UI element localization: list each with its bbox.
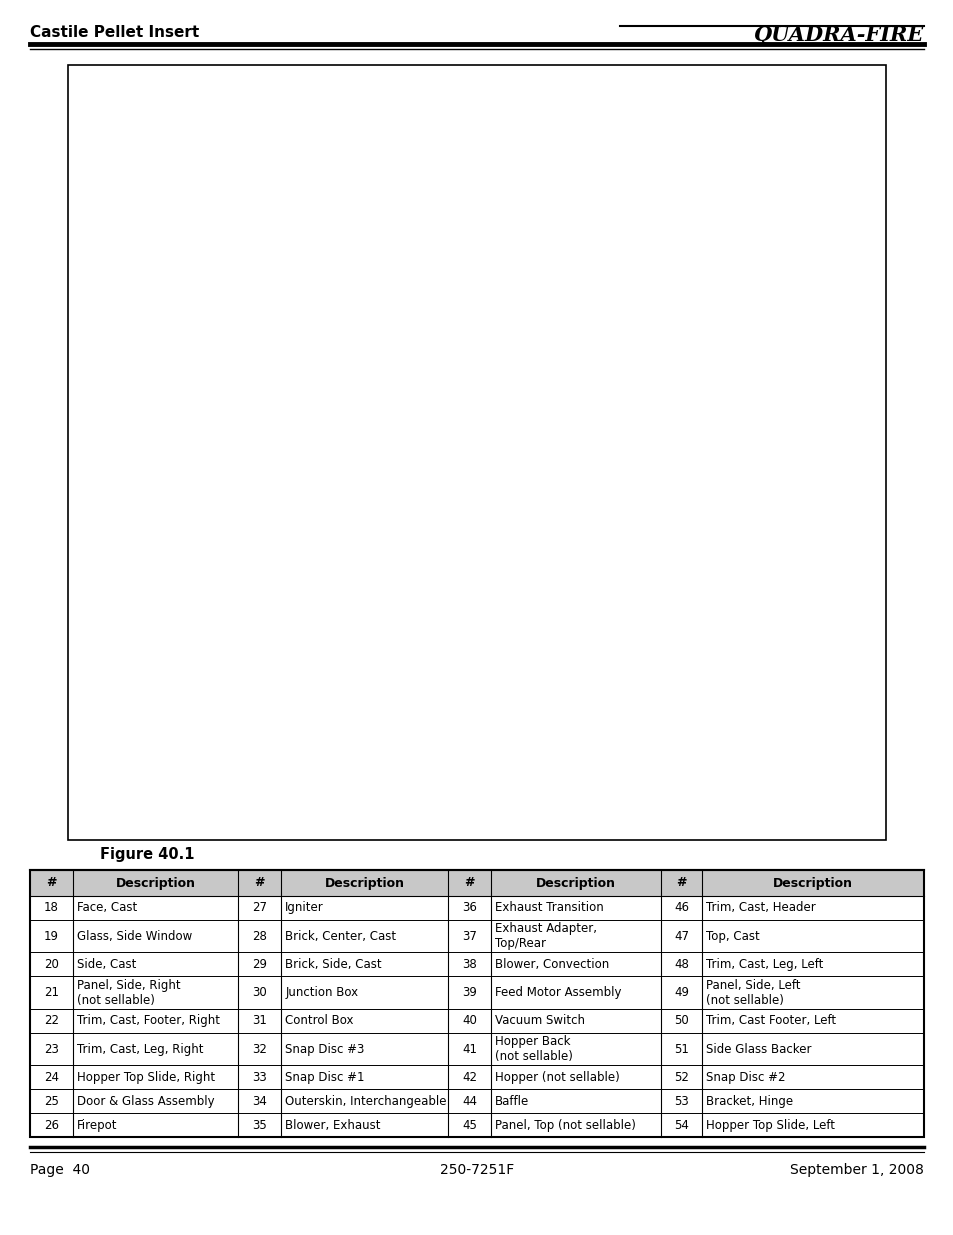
Text: 24: 24 <box>44 1071 59 1084</box>
Text: Junction Box: Junction Box <box>285 986 358 999</box>
Bar <box>30 977 923 1009</box>
Text: Vacuum Switch: Vacuum Switch <box>495 1014 585 1028</box>
Text: Igniter: Igniter <box>285 902 324 914</box>
Text: Panel, Side, Left
(not sellable): Panel, Side, Left (not sellable) <box>705 978 800 1007</box>
Text: 21: 21 <box>44 986 59 999</box>
Text: QUADRA-FIRE: QUADRA-FIRE <box>753 25 923 44</box>
Bar <box>30 1032 923 1066</box>
Text: 49: 49 <box>674 986 688 999</box>
Text: 23: 23 <box>44 1042 59 1056</box>
Text: Exhaust Transition: Exhaust Transition <box>495 902 603 914</box>
Text: Baffle: Baffle <box>495 1094 529 1108</box>
Text: 52: 52 <box>674 1071 688 1084</box>
Text: #: # <box>464 877 475 889</box>
Text: Feed Motor Assembly: Feed Motor Assembly <box>495 986 621 999</box>
Bar <box>30 869 923 897</box>
Text: Snap Disc #2: Snap Disc #2 <box>705 1071 785 1084</box>
Text: 33: 33 <box>253 1071 267 1084</box>
Text: 22: 22 <box>44 1014 59 1028</box>
Text: Glass, Side Window: Glass, Side Window <box>77 930 192 942</box>
Text: Hopper Back
(not sellable): Hopper Back (not sellable) <box>495 1035 573 1063</box>
Text: Trim, Cast, Header: Trim, Cast, Header <box>705 902 815 914</box>
Text: 39: 39 <box>462 986 476 999</box>
Text: #: # <box>254 877 265 889</box>
Text: 42: 42 <box>462 1071 476 1084</box>
Text: Panel, Top (not sellable): Panel, Top (not sellable) <box>495 1119 636 1131</box>
Text: Snap Disc #1: Snap Disc #1 <box>285 1071 364 1084</box>
Text: Trim, Cast, Footer, Right: Trim, Cast, Footer, Right <box>77 1014 220 1028</box>
Text: Exhaust Adapter,
Top/Rear: Exhaust Adapter, Top/Rear <box>495 923 597 950</box>
Text: Brick, Side, Cast: Brick, Side, Cast <box>285 958 381 971</box>
Text: 20: 20 <box>44 958 59 971</box>
Text: #: # <box>676 877 686 889</box>
Text: Bracket, Hinge: Bracket, Hinge <box>705 1094 793 1108</box>
Text: Snap Disc #3: Snap Disc #3 <box>285 1042 364 1056</box>
Text: Castile Pellet Insert: Castile Pellet Insert <box>30 25 199 40</box>
Text: 36: 36 <box>462 902 476 914</box>
Text: 30: 30 <box>253 986 267 999</box>
Text: September 1, 2008: September 1, 2008 <box>789 1163 923 1177</box>
Text: 53: 53 <box>674 1094 688 1108</box>
Text: Outerskin, Interchangeable: Outerskin, Interchangeable <box>285 1094 446 1108</box>
Bar <box>30 897 923 920</box>
Text: 25: 25 <box>44 1094 59 1108</box>
Bar <box>68 65 885 840</box>
Text: Blower, Exhaust: Blower, Exhaust <box>285 1119 380 1131</box>
Bar <box>30 920 923 952</box>
Text: 41: 41 <box>462 1042 476 1056</box>
Text: 29: 29 <box>252 958 267 971</box>
Text: 250-7251F: 250-7251F <box>439 1163 514 1177</box>
Bar <box>30 869 923 1137</box>
Text: 32: 32 <box>252 1042 267 1056</box>
Text: Hopper (not sellable): Hopper (not sellable) <box>495 1071 619 1084</box>
Text: 54: 54 <box>674 1119 688 1131</box>
Text: 34: 34 <box>252 1094 267 1108</box>
Text: Panel, Side, Right
(not sellable): Panel, Side, Right (not sellable) <box>77 978 180 1007</box>
Text: Side Glass Backer: Side Glass Backer <box>705 1042 811 1056</box>
Text: 40: 40 <box>462 1014 476 1028</box>
Text: Description: Description <box>115 877 195 889</box>
Text: 51: 51 <box>674 1042 688 1056</box>
Text: Page  40: Page 40 <box>30 1163 90 1177</box>
Text: 31: 31 <box>252 1014 267 1028</box>
Text: 18: 18 <box>44 902 59 914</box>
Text: #: # <box>46 877 56 889</box>
Text: 27: 27 <box>252 902 267 914</box>
Text: 45: 45 <box>462 1119 476 1131</box>
Text: Description: Description <box>536 877 616 889</box>
Text: 50: 50 <box>674 1014 688 1028</box>
Bar <box>30 1066 923 1089</box>
Bar <box>30 1089 923 1113</box>
Text: Top, Cast: Top, Cast <box>705 930 760 942</box>
Text: Brick, Center, Cast: Brick, Center, Cast <box>285 930 395 942</box>
Text: Blower, Convection: Blower, Convection <box>495 958 609 971</box>
Text: Trim, Cast, Leg, Left: Trim, Cast, Leg, Left <box>705 958 822 971</box>
Text: 37: 37 <box>462 930 476 942</box>
Text: Trim, Cast Footer, Left: Trim, Cast Footer, Left <box>705 1014 836 1028</box>
Text: Trim, Cast, Leg, Right: Trim, Cast, Leg, Right <box>77 1042 203 1056</box>
Text: 26: 26 <box>44 1119 59 1131</box>
Text: Hopper Top Slide, Left: Hopper Top Slide, Left <box>705 1119 835 1131</box>
Text: Firepot: Firepot <box>77 1119 117 1131</box>
Bar <box>30 952 923 977</box>
Text: Hopper Top Slide, Right: Hopper Top Slide, Right <box>77 1071 214 1084</box>
Text: 44: 44 <box>462 1094 476 1108</box>
Text: 47: 47 <box>674 930 688 942</box>
Bar <box>30 1113 923 1137</box>
Text: 28: 28 <box>252 930 267 942</box>
Text: Face, Cast: Face, Cast <box>77 902 137 914</box>
Text: Door & Glass Assembly: Door & Glass Assembly <box>77 1094 214 1108</box>
Text: 35: 35 <box>253 1119 267 1131</box>
Text: 48: 48 <box>674 958 688 971</box>
Text: 46: 46 <box>674 902 688 914</box>
Text: Control Box: Control Box <box>285 1014 354 1028</box>
Text: 19: 19 <box>44 930 59 942</box>
Text: Description: Description <box>772 877 852 889</box>
Bar <box>30 1009 923 1032</box>
Text: Side, Cast: Side, Cast <box>77 958 136 971</box>
Text: 38: 38 <box>462 958 476 971</box>
Text: Figure 40.1: Figure 40.1 <box>100 847 194 862</box>
Text: Description: Description <box>324 877 404 889</box>
